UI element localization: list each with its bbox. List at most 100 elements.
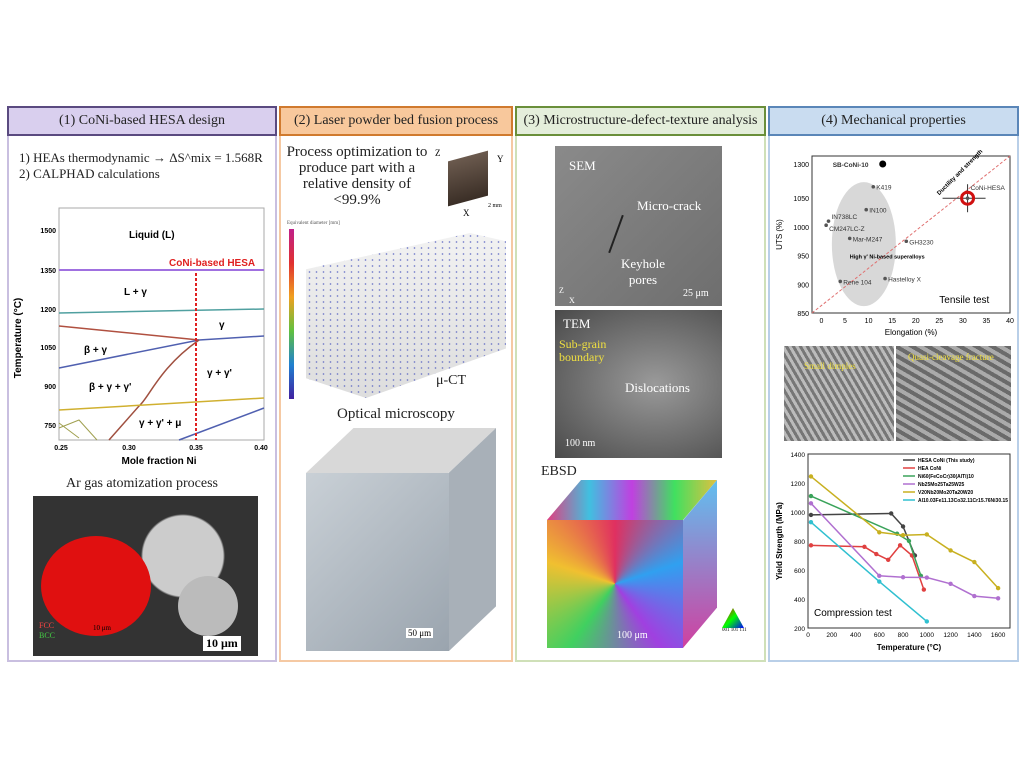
y-axis-label: Yield Strength (MPa): [775, 502, 784, 580]
y-tick-label: 1350: [40, 268, 56, 275]
y-tick-label: 600: [794, 568, 805, 575]
atomization-title: Ar gas atomization process: [65, 476, 218, 491]
point-label: GH3230: [909, 239, 934, 246]
x-tick-label: 1600: [991, 632, 1006, 639]
panel-lpbf: (2) Laser powder bed fusion process Proc…: [279, 106, 513, 662]
x-tick-label: 15: [888, 318, 896, 325]
data-point: [879, 160, 887, 168]
x-tick-label: 0: [806, 632, 810, 639]
ebsd-cube: 100 μm: [547, 480, 717, 650]
data-point: [995, 585, 1001, 591]
colorbar: [289, 229, 294, 399]
sem-image: SEM Micro-crack Keyhole pores 25 μm Z X: [555, 146, 722, 306]
cleavage-label: Quasi-cleavage fracture: [908, 352, 994, 362]
ipf-triangle: [722, 608, 744, 628]
region-label: β + γ: [84, 345, 108, 356]
data-point: [808, 501, 814, 506]
x-tick-label: 20: [912, 318, 920, 325]
data-point: [874, 551, 879, 557]
phase-diagram: Temperature (°C) Mole fraction Ni 1500 13…: [13, 207, 268, 467]
data-point: [995, 596, 1001, 601]
compression-chart: 0 200 400 600 800 1000 1200 1400 160020040060080…: [775, 452, 1011, 652]
part-photo: Z Y X 2 mm: [433, 148, 508, 218]
axis-y-label: Y: [497, 154, 504, 164]
data-point: [808, 519, 814, 525]
keyhole-pores-label: Keyhole pores: [620, 256, 666, 287]
panel-hesa-design: (1) CoNi-based HESA design 1) HEAs therm…: [7, 106, 277, 662]
superalloy-region: [831, 182, 896, 307]
legend-label: HESA CoNi (This study): [918, 458, 975, 464]
data-point: [808, 493, 814, 499]
powder-sem-image: FCC BCC 10 μm 10 μm: [33, 496, 258, 656]
micro-crack-label: Micro-crack: [637, 198, 702, 213]
data-point: [826, 219, 831, 223]
data-point: [877, 573, 882, 578]
data-point: [808, 512, 814, 518]
x-axis-label: Temperature (°C): [877, 643, 942, 652]
powder-particle: [178, 576, 238, 636]
ct-label: μ-CT: [436, 373, 467, 388]
x-tick-label: 1000: [920, 632, 935, 639]
y-tick-label: 800: [794, 539, 805, 546]
y-tick-label: 1000: [793, 225, 809, 232]
ipf-label: 001: [722, 628, 730, 633]
x-tick-label: 0: [819, 318, 823, 325]
data-point: [847, 236, 852, 241]
y-tick-label: 1050: [793, 196, 809, 203]
data-point: [862, 544, 867, 549]
data-point: [906, 538, 912, 544]
panel-microstructure: (3) Microstructure-defect-texture analys…: [515, 106, 766, 662]
point-label: IN100: [869, 208, 887, 215]
data-point: [904, 239, 909, 244]
data-point: [972, 559, 977, 565]
colorbar-title: Equivalent diameter [mm]: [287, 221, 340, 226]
data-point: [824, 223, 828, 227]
data-point: [877, 579, 882, 584]
hesa-marker-label: CoNi-based HESA: [169, 258, 255, 269]
part-scale-bar: 2 mm: [488, 203, 502, 209]
ipf-label: 101: [730, 628, 739, 633]
x-tick-label: 200: [826, 632, 837, 639]
legend-label: Al10.03Fe11.13Co32.11Cr15.76Ni30.15: [918, 498, 1008, 504]
axis-z-label: Z: [435, 148, 441, 158]
x-tick-label: 0.30: [122, 445, 136, 452]
y-tick-label: 200: [794, 626, 805, 633]
data-point: [888, 511, 894, 516]
axis-z-label: Z: [559, 286, 564, 295]
scale-bar: 10 μm: [203, 636, 241, 651]
x-tick-label: 600: [874, 632, 885, 639]
fcc-label: FCC: [39, 621, 55, 630]
bcc-label: BCC: [39, 631, 56, 640]
data-point: [948, 581, 953, 586]
legend-label: Nb25Mo25Ta25W25: [918, 482, 965, 488]
step-1: 1) HEAs thermodynamic → ΔS^mix = 1.568R: [19, 150, 263, 165]
y-tick-label: 900: [44, 384, 56, 391]
point-label: Mar-M247: [853, 236, 883, 243]
data-point: [897, 543, 903, 548]
data-point: [808, 474, 814, 479]
om-scale-bar: 50 μm: [406, 628, 434, 638]
fracture-image-cleavage: Quasi-cleavage fracture: [896, 346, 1011, 441]
point-label: SB-CoNi-10: [833, 162, 869, 169]
y-tick-label: 1200: [40, 307, 56, 314]
data-point: [871, 184, 876, 189]
data-point: [948, 548, 953, 553]
data-point: [877, 530, 882, 535]
legend-label: V20Nb20Mo20Ta20W20: [918, 490, 973, 496]
legend-label: HEA CoNi: [918, 466, 942, 472]
chart-title: Compression test: [814, 608, 892, 619]
printed-part: [448, 150, 488, 207]
x-tick-label: 400: [850, 632, 861, 639]
x-tick-label: 10: [865, 318, 873, 325]
region-label: γ: [219, 320, 225, 331]
tem-image: TEM Sub-grain boundary Dislocations 100 …: [555, 310, 722, 458]
axis-x-label: X: [569, 296, 575, 305]
panel-mechanical: (4) Mechanical properties 0 5 10 15 20 25 30 35…: [768, 106, 1019, 662]
y-tick-label: 1500: [40, 228, 56, 235]
ebsd-phase-map: [41, 536, 151, 636]
data-point: [886, 557, 891, 563]
om-title: Optical microscopy: [337, 406, 455, 422]
region-label: γ + γ' + μ: [139, 418, 181, 429]
data-point: [924, 532, 930, 537]
panel-1-header: (1) CoNi-based HESA design: [7, 106, 277, 136]
